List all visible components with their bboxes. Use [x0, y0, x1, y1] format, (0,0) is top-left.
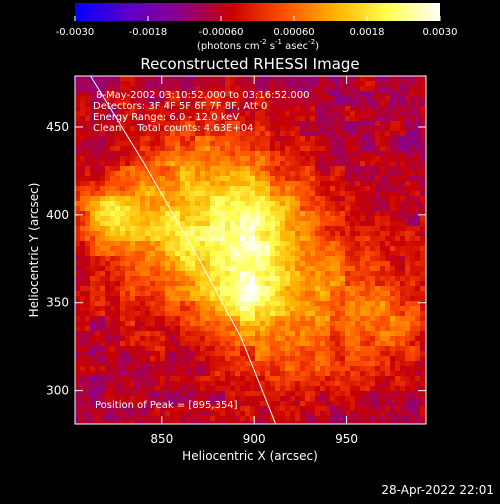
- colorbar-tick-label: 0.0030: [423, 27, 458, 38]
- info-time-range: 8-May-2002 03:10:52.000 to 03:16:52.000: [96, 90, 309, 101]
- x-tick-label: 850: [150, 432, 173, 446]
- colorbar-tick-label: -0.0030: [56, 27, 95, 38]
- colorbar-tick-label: 0.00060: [273, 27, 314, 38]
- x-axis-label: Heliocentric X (arcsec): [182, 449, 318, 463]
- chart-title: Reconstructed RHESSI Image: [140, 55, 359, 73]
- x-tick-label: 950: [335, 432, 358, 446]
- colorbar-tick-label: -0.0018: [129, 27, 168, 38]
- peak-position-label: Position of Peak = [895,354]: [95, 400, 238, 411]
- colorbar-tick-label: 0.0018: [350, 27, 385, 38]
- y-tick-label: 400: [46, 208, 69, 222]
- info-detectors: Detectors: 3F 4F 5F 6F 7F 8F, Att 0: [93, 101, 267, 112]
- colorbar-unit-label: (photons cm-2 s-1 asec-2): [197, 38, 319, 52]
- y-axis-label: Heliocentric Y (arcsec): [27, 183, 41, 318]
- colorbar: [75, 3, 440, 21]
- y-tick-label: 450: [46, 120, 69, 134]
- timestamp: 28-Apr-2022 22:01: [381, 483, 494, 497]
- info-energy-range: Energy Range: 6.0 - 12.0 keV: [93, 112, 239, 123]
- y-tick-label: 350: [46, 296, 69, 310]
- x-tick-label: 900: [243, 432, 266, 446]
- y-tick-label: 300: [46, 384, 69, 398]
- info-clean-counts: Clean Total counts: 4.63E+04: [93, 123, 253, 134]
- colorbar-tick-label: -0.00060: [199, 27, 244, 38]
